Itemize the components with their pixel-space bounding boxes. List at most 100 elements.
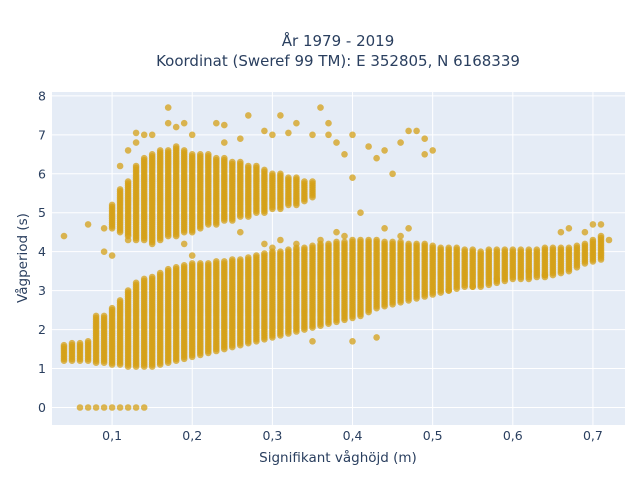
data-point: [188, 260, 196, 267]
data-point: [84, 338, 92, 345]
data-points: [60, 104, 613, 411]
data-point: [445, 287, 453, 294]
data-point: [325, 131, 332, 139]
x-tick-label: 0,3: [262, 428, 282, 443]
data-point: [76, 404, 84, 411]
data-point: [349, 174, 356, 181]
data-point: [205, 151, 212, 158]
x-tick-label: 0,6: [503, 428, 523, 443]
data-point: [148, 131, 156, 139]
data-point: [172, 123, 180, 131]
y-tick-label: 8: [38, 88, 46, 103]
data-point: [469, 283, 477, 291]
data-point: [429, 242, 437, 250]
data-point: [132, 162, 140, 170]
data-point: [164, 119, 172, 127]
chart-title-line-2: Koordinat (Sweref 99 TM): E 352805, N 61…: [156, 52, 520, 70]
data-point: [140, 404, 148, 411]
data-point: [397, 232, 404, 240]
data-point: [341, 238, 348, 246]
data-point: [589, 221, 597, 228]
data-point: [132, 129, 140, 137]
data-point: [229, 158, 236, 166]
data-point: [269, 131, 276, 139]
data-point: [397, 139, 404, 146]
data-point: [116, 186, 124, 193]
data-point: [100, 225, 108, 232]
data-point: [325, 119, 332, 127]
data-point: [557, 228, 565, 236]
data-point: [461, 246, 469, 253]
data-point: [213, 258, 220, 265]
data-point: [333, 139, 340, 146]
data-point: [164, 147, 172, 154]
data-point: [301, 178, 308, 185]
data-point: [349, 338, 356, 345]
data-point: [237, 228, 244, 236]
data-point: [148, 151, 156, 158]
data-point: [237, 135, 244, 142]
data-point: [213, 154, 220, 162]
data-point: [124, 178, 132, 185]
data-point: [76, 339, 84, 347]
data-point: [188, 131, 196, 139]
data-point: [477, 248, 485, 255]
data-point: [100, 248, 108, 255]
data-point: [180, 240, 188, 248]
data-point: [501, 246, 509, 253]
data-point: [172, 264, 180, 271]
data-point: [405, 127, 412, 135]
data-point: [565, 244, 573, 252]
data-point: [132, 279, 140, 287]
data-point: [132, 139, 140, 146]
data-point: [389, 238, 396, 246]
data-point: [341, 232, 348, 240]
x-tick-label: 0,4: [343, 428, 363, 443]
data-point: [172, 143, 180, 150]
y-axis-title: Vågperiod (s): [14, 213, 31, 303]
data-point: [309, 242, 316, 250]
data-point: [221, 139, 228, 146]
data-point: [245, 162, 252, 170]
data-point: [381, 147, 388, 154]
data-point: [421, 240, 429, 248]
data-point: [445, 244, 453, 252]
data-point: [357, 209, 364, 216]
y-tick-label: 7: [38, 127, 46, 142]
data-point: [365, 143, 372, 150]
data-point: [84, 221, 92, 228]
data-point: [245, 112, 252, 119]
data-point: [365, 236, 372, 244]
data-point: [437, 244, 445, 252]
data-point: [237, 158, 244, 166]
y-tick-label: 2: [38, 322, 46, 337]
data-point: [325, 240, 332, 248]
y-tick-label: 3: [38, 283, 46, 298]
data-point: [277, 112, 284, 119]
data-point: [140, 275, 148, 283]
data-point: [421, 151, 429, 158]
data-point: [116, 297, 124, 304]
data-point: [245, 254, 252, 261]
data-point: [357, 236, 364, 244]
data-point: [573, 242, 581, 250]
data-point: [373, 154, 380, 162]
data-point: [293, 174, 300, 181]
data-point: [277, 248, 284, 255]
data-point: [221, 258, 228, 265]
data-point: [509, 246, 517, 253]
data-point: [60, 341, 68, 349]
data-point: [493, 275, 501, 283]
data-point: [549, 244, 557, 252]
data-point: [589, 236, 597, 244]
data-point: [261, 250, 268, 257]
data-point: [429, 147, 437, 154]
data-point: [124, 287, 132, 294]
data-point: [156, 147, 164, 154]
data-point: [148, 273, 156, 281]
data-point: [381, 238, 388, 246]
data-point: [229, 256, 236, 263]
x-tick-label: 0,1: [102, 428, 122, 443]
